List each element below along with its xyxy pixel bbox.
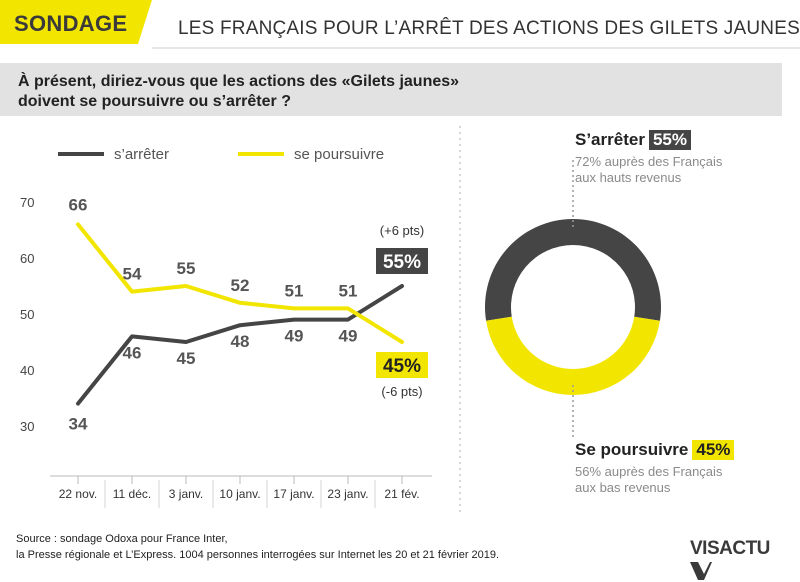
y-tick-label: 40: [20, 363, 34, 378]
final-badge-continue: [376, 352, 428, 378]
data-label-stop: 45: [177, 349, 196, 368]
series-line-stop: [76, 284, 404, 406]
question-line-2: doivent se poursuivre ou s’arrêter ?: [18, 93, 291, 110]
line-chart: 30 40 50 60 70 22 nov. 11 déc. 3 janv. 10 janv. 1…: [20, 146, 432, 508]
legend-label: se poursuivre: [294, 146, 384, 163]
data-label-stop-final: 55%: [383, 252, 421, 273]
x-tick-label: 10 janv.: [219, 487, 260, 501]
data-label-continue: 52: [231, 276, 250, 295]
donut-label-continue-value: 45%: [692, 440, 735, 460]
x-tick-label: 21 fév.: [384, 487, 419, 501]
logo-mark-icon: [690, 562, 712, 580]
donut-slice-continue: [486, 316, 660, 395]
data-label-stop: 49: [285, 327, 304, 346]
page-title: LES FRANÇAIS POUR L’ARRÊT DES ACTIONS DE…: [178, 18, 800, 39]
donut-label-stop-value: 55%: [648, 130, 691, 150]
donut-label-continue: Se poursuivre 45% 56% auprès des Français…: [575, 440, 735, 496]
final-badge-stop: [376, 248, 428, 274]
header-badge-background: [0, 0, 800, 49]
data-label-stop: 34: [69, 415, 88, 434]
x-tick-label: 17 janv.: [273, 487, 314, 501]
legend-label: s’arrêter: [114, 146, 169, 163]
donut-label-continue-title: Se poursuivre: [575, 440, 689, 459]
question-band: [0, 63, 782, 116]
source-note: Source : sondage Odoxa pour France Inter…: [16, 531, 636, 563]
donut-slice-stop: [485, 219, 662, 321]
donut-label-stop: S’arrêter 55% 72% auprès des Français aux…: [575, 130, 722, 186]
donut-label-stop-note-1: 72% auprès des Français: [575, 154, 723, 169]
header: SONDAGE LES FRANÇAIS POUR L’ARRÊT DES AC…: [0, 0, 800, 60]
x-tick-label: 3 janv.: [169, 487, 203, 501]
header-badge: SONDAGE: [14, 11, 128, 36]
visactu-logo: VISACTU: [690, 538, 790, 580]
annotation-continue-change: (-6 pts): [381, 384, 422, 399]
data-label-continue: 51: [285, 281, 304, 300]
y-tick-label: 50: [20, 307, 34, 322]
series-line-continue: [76, 222, 404, 344]
data-label-stop: 49: [339, 327, 358, 346]
data-label-continue: 66: [69, 195, 88, 214]
x-tick-label: 11 déc.: [113, 487, 151, 501]
logo-text: VISACTU: [690, 538, 770, 559]
x-tick-label: 22 nov.: [59, 487, 97, 501]
y-tick-label: 70: [20, 195, 34, 210]
x-tick-label: 23 janv.: [327, 487, 368, 501]
donut-chart: [485, 160, 662, 440]
donut-label-stop-title: S’arrêter: [575, 130, 645, 149]
y-tick-label: 30: [20, 419, 34, 434]
annotation-stop-change: (+6 pts): [380, 223, 424, 238]
data-label-stop: 48: [231, 332, 250, 351]
data-label-continue: 54: [123, 265, 142, 284]
donut-label-stop-note-2: aux hauts revenus: [575, 170, 682, 185]
data-label-continue-final: 45%: [383, 356, 421, 377]
data-label-continue: 55: [177, 259, 196, 278]
y-tick-label: 60: [20, 251, 34, 266]
question-text: À présent, diriez-vous que les actions d…: [18, 72, 618, 112]
donut-label-continue-note-2: aux bas revenus: [575, 480, 671, 495]
source-line-1: Source : sondage Odoxa pour France Inter…: [16, 533, 228, 545]
question-line-1: À présent, diriez-vous que les actions d…: [18, 73, 460, 90]
data-label-continue: 51: [339, 281, 358, 300]
source-line-2: la Presse régionale et L’Express. 1004 p…: [16, 549, 500, 561]
donut-label-continue-note-1: 56% auprès des Français: [575, 464, 723, 479]
data-label-stop: 46: [123, 343, 142, 362]
